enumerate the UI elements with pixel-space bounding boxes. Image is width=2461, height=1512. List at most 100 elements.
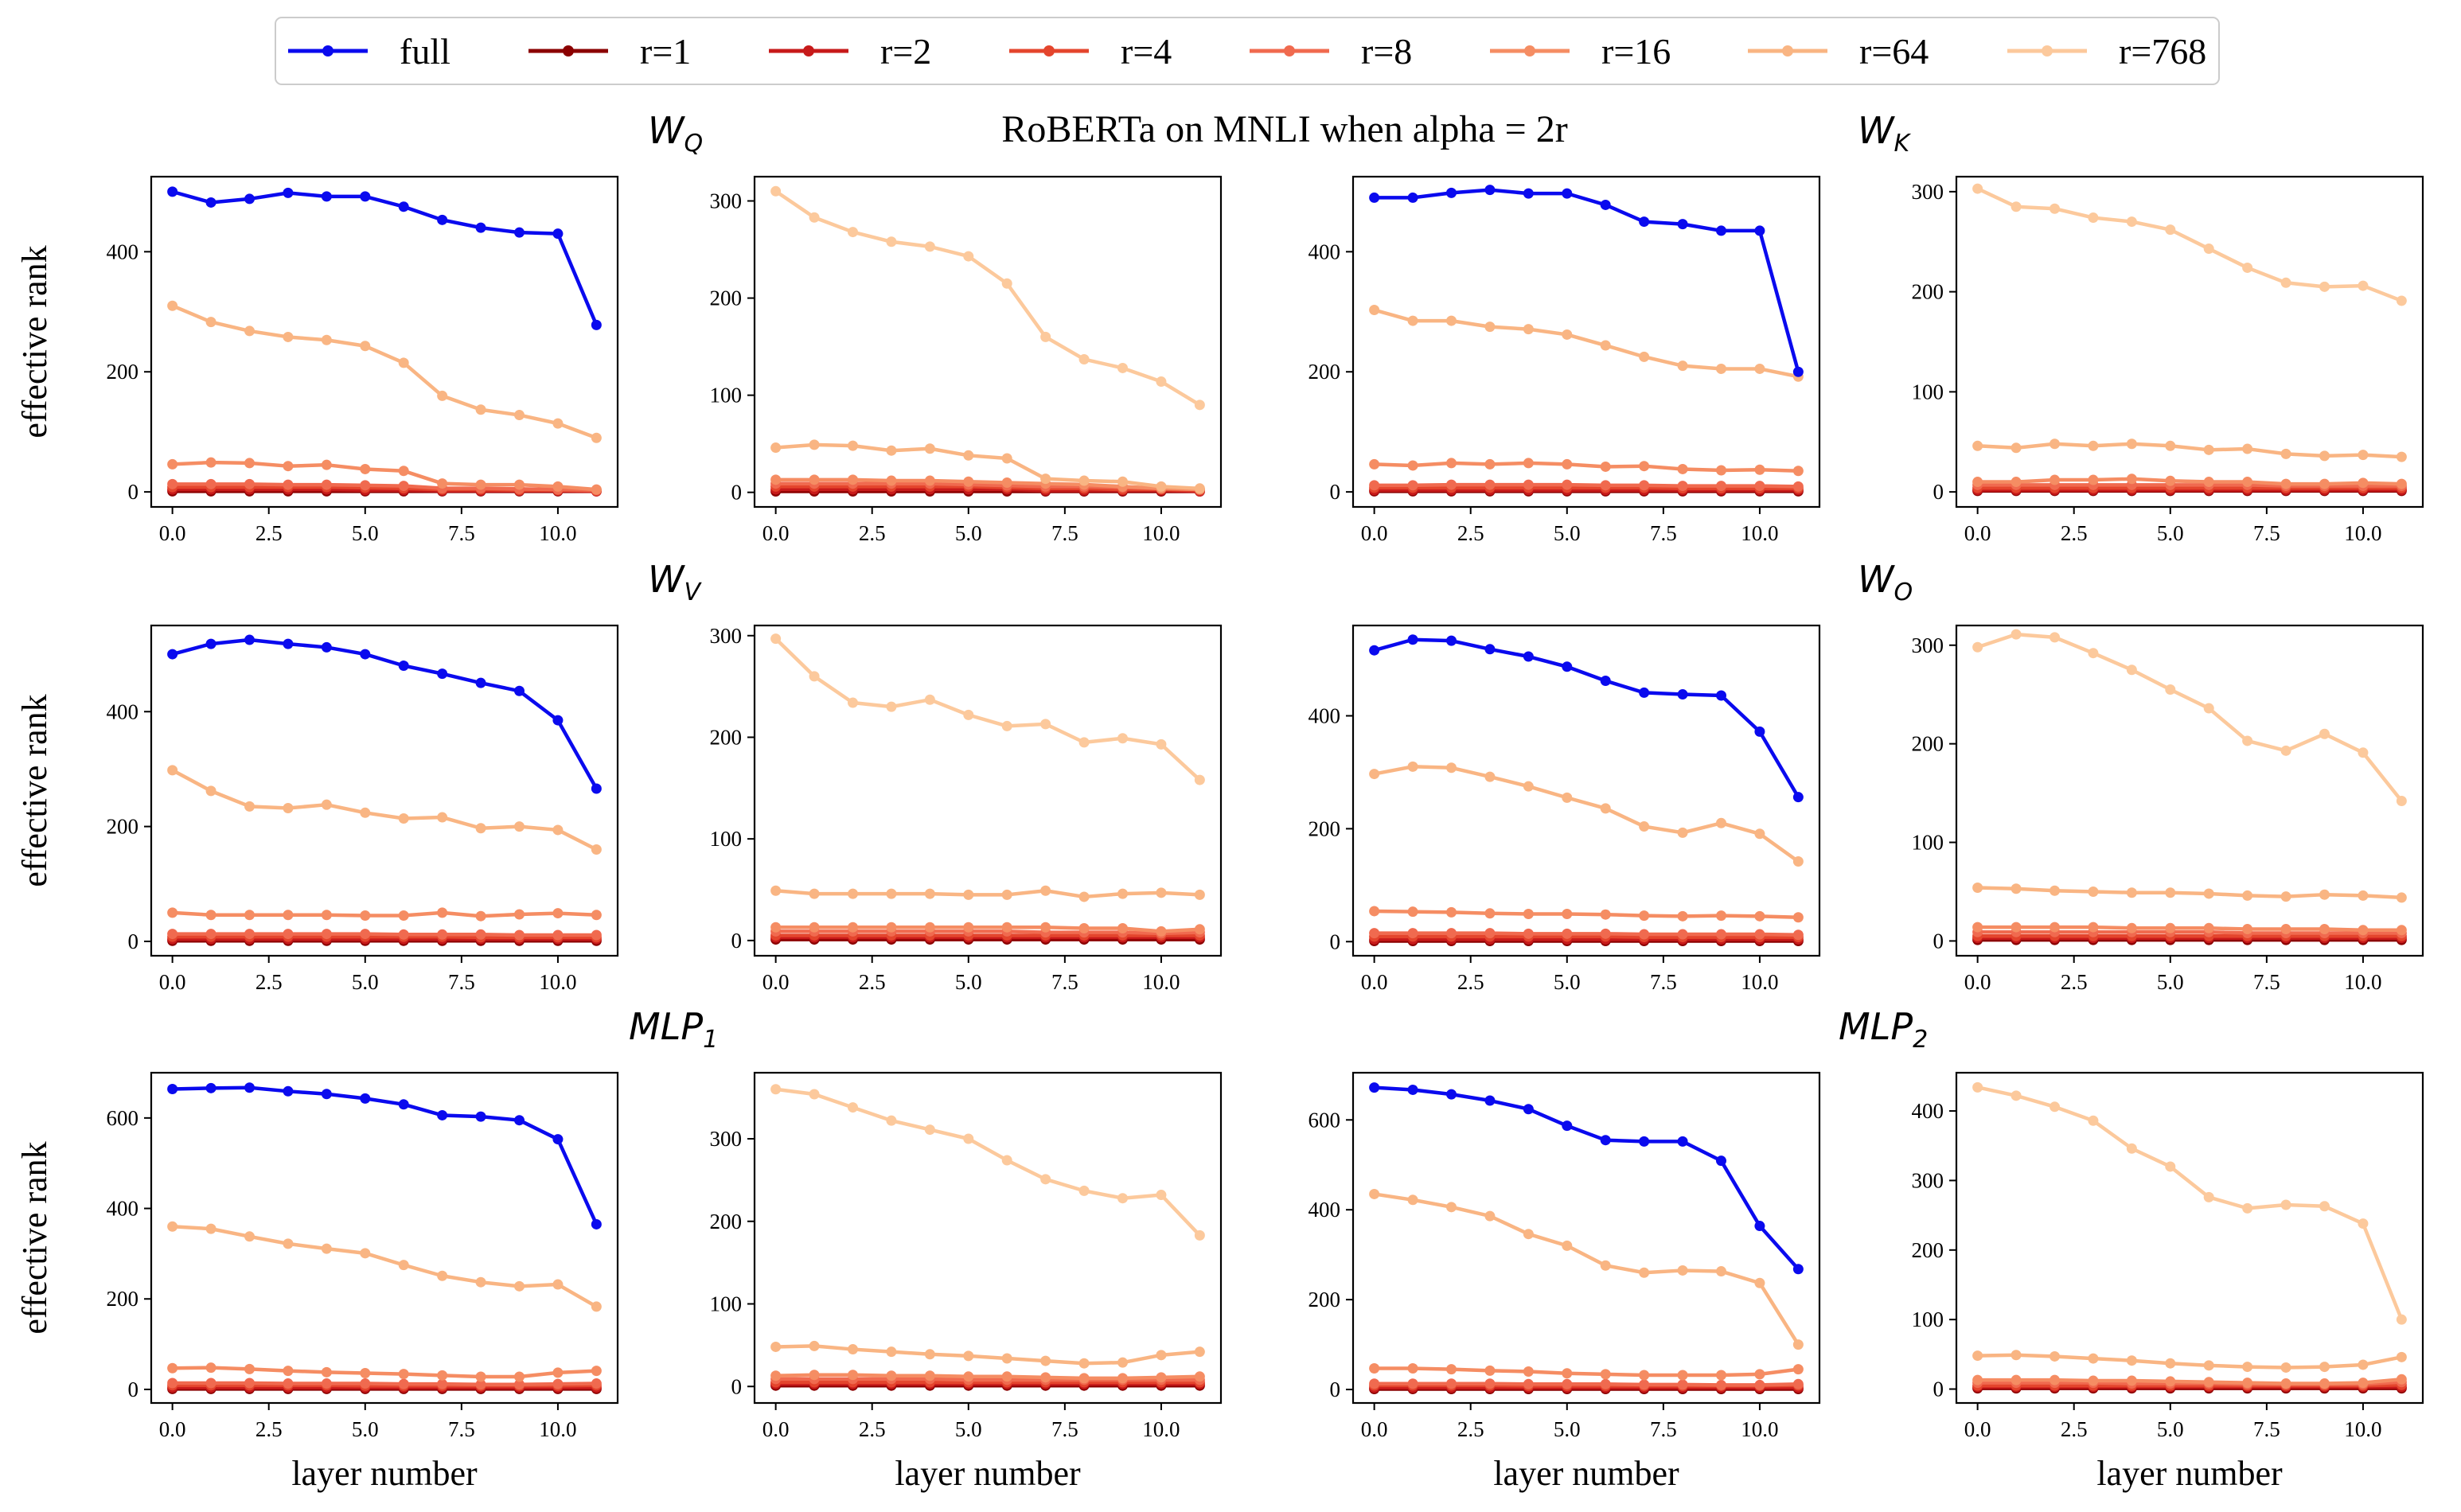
- x-tick-label: 10.0: [539, 970, 576, 994]
- data-point: [1369, 906, 1380, 917]
- series: [770, 633, 1205, 785]
- plot-frame: [1351, 624, 1821, 957]
- x-tick-label: 2.5: [1457, 521, 1484, 545]
- data-point: [1523, 1229, 1534, 1240]
- data-point: [1484, 1210, 1496, 1222]
- data-point: [1754, 1369, 1765, 1380]
- data-point: [244, 458, 255, 469]
- data-point: [2203, 1191, 2214, 1202]
- x-tick-label: 10.0: [1142, 1417, 1180, 1441]
- data-point: [1407, 1363, 1418, 1374]
- data-point: [1639, 1370, 1650, 1381]
- series-line: [1976, 632, 2404, 802]
- y-tick-label: 300: [1912, 1168, 1944, 1192]
- data-point: [283, 187, 294, 198]
- x-tick-label: 5.0: [1554, 521, 1581, 545]
- data-point: [2165, 887, 2176, 898]
- data-point: [1156, 926, 1167, 937]
- data-point: [591, 1366, 602, 1377]
- data-point: [1407, 480, 1418, 491]
- legend-item: r=16: [1490, 31, 1671, 72]
- data-point: [2358, 477, 2369, 489]
- x-tick-label: 7.5: [2253, 1417, 2280, 1441]
- x-tick-label: 10.0: [1741, 521, 1778, 545]
- data-point: [2396, 925, 2407, 936]
- data-point: [963, 1371, 974, 1382]
- series-line: [775, 442, 1200, 491]
- data-point: [552, 1134, 564, 1145]
- series-group: [1369, 1082, 1804, 1394]
- data-point: [205, 478, 216, 489]
- data-point: [2088, 922, 2099, 933]
- data-point: [1716, 1155, 1726, 1167]
- x-axis-label: layer number: [2096, 1454, 2283, 1493]
- data-point: [1369, 645, 1380, 656]
- series: [167, 1362, 602, 1382]
- y-tick-label: 200: [1912, 280, 1944, 304]
- data-point: [1716, 817, 1726, 828]
- data-point: [2242, 735, 2253, 746]
- x-tick-label: 7.5: [2253, 521, 2280, 545]
- y-axis-label: effective rank: [15, 245, 54, 438]
- data-point: [2242, 477, 2253, 488]
- series-line: [775, 1087, 1201, 1237]
- series-line: [1374, 909, 1799, 920]
- y-tick-label: 400: [1912, 1099, 1944, 1123]
- series-line: [172, 932, 597, 937]
- series: [770, 439, 1205, 494]
- data-point: [1523, 479, 1534, 490]
- data-point: [398, 910, 409, 921]
- data-point: [2396, 1314, 2407, 1325]
- data-point: [1407, 906, 1418, 918]
- x-tick-label: 5.0: [2157, 970, 2184, 994]
- data-point: [2396, 796, 2407, 807]
- data-point: [283, 331, 294, 342]
- data-point: [848, 1370, 858, 1381]
- data-point: [2280, 277, 2291, 288]
- data-point: [360, 1367, 371, 1378]
- data-point: [552, 1378, 564, 1389]
- data-point: [1677, 1136, 1688, 1147]
- data-point: [1600, 909, 1611, 920]
- x-tick-label: 7.5: [1051, 970, 1078, 994]
- legend-marker: [322, 45, 333, 57]
- x-tick-label: 2.5: [255, 970, 283, 994]
- data-point: [1562, 329, 1573, 340]
- data-point: [924, 241, 935, 252]
- data-point: [924, 888, 935, 899]
- series: [1369, 479, 1804, 492]
- subplot: 0.0 2.5 5.0 7.5 10.0 0 100 200 300: [710, 175, 1223, 545]
- data-point: [475, 1371, 486, 1382]
- data-point: [1677, 929, 1688, 940]
- data-point: [1040, 922, 1051, 933]
- data-point: [437, 907, 448, 918]
- data-point: [2165, 922, 2176, 933]
- x-axis-label: layer number: [291, 1454, 478, 1493]
- data-point: [1194, 399, 1205, 411]
- data-point: [398, 929, 409, 940]
- data-point: [2242, 924, 2253, 935]
- data-point: [2280, 924, 2291, 935]
- data-point: [1972, 922, 1983, 933]
- data-point: [2088, 474, 2099, 485]
- data-point: [1369, 769, 1380, 780]
- data-point: [1677, 481, 1688, 492]
- data-point: [770, 922, 782, 933]
- y-tick-label: 300: [1912, 180, 1944, 204]
- data-point: [1001, 278, 1012, 289]
- data-point: [1446, 1378, 1457, 1389]
- series: [770, 1370, 1205, 1384]
- data-point: [1369, 192, 1380, 203]
- data-point: [244, 478, 255, 489]
- data-point: [321, 191, 332, 202]
- data-point: [1523, 324, 1534, 335]
- data-point: [514, 410, 525, 421]
- y-axis-label: effective rank: [15, 694, 54, 887]
- data-point: [244, 193, 255, 205]
- data-point: [591, 1378, 602, 1389]
- data-point: [1407, 460, 1418, 471]
- y-tick-label: 200: [1912, 732, 1944, 756]
- legend-item: r=64: [1748, 31, 1929, 72]
- data-point: [1562, 188, 1573, 199]
- data-point: [437, 668, 448, 680]
